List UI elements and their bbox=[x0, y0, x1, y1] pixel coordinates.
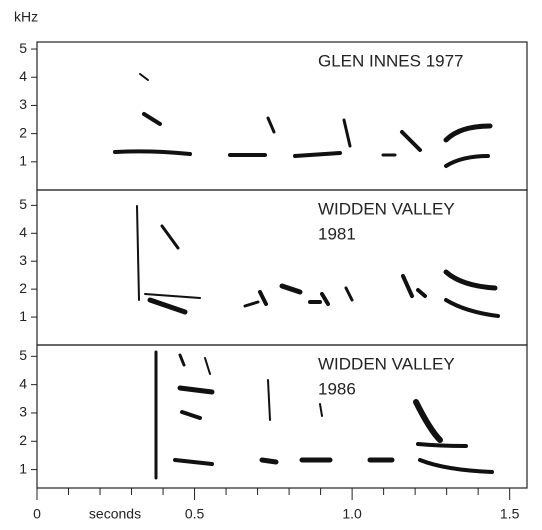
y-tick-label: 4 bbox=[19, 375, 27, 391]
y-tick-label: 4 bbox=[19, 224, 27, 240]
y-tick-label: 2 bbox=[19, 280, 27, 296]
y-tick-label: 2 bbox=[19, 432, 27, 448]
y-tick-label: 3 bbox=[19, 252, 27, 268]
y-tick-label: 1 bbox=[19, 153, 27, 169]
y-tick-label: 5 bbox=[19, 347, 27, 363]
y-tick-label: 5 bbox=[19, 40, 27, 56]
y-tick-label: 3 bbox=[19, 96, 27, 112]
x-tick-label: 1.0 bbox=[342, 506, 362, 522]
y-tick-label: 2 bbox=[19, 124, 27, 140]
x-tick-label: 0.5 bbox=[185, 506, 205, 522]
y-axis-label: kHz bbox=[14, 9, 38, 25]
x-axis-label: seconds bbox=[89, 506, 141, 522]
spectrogram-traces bbox=[113, 73, 500, 480]
y-tick-label: 1 bbox=[19, 308, 27, 324]
panel-title: 1986 bbox=[318, 379, 356, 398]
panel-frame bbox=[36, 344, 528, 489]
y-tick-label: 3 bbox=[19, 404, 27, 420]
x-tick-label: 1.5 bbox=[500, 506, 520, 522]
panel-title: GLEN INNES 1977 bbox=[318, 51, 464, 70]
y-tick-label: 1 bbox=[19, 460, 27, 476]
panel-title: 1981 bbox=[318, 224, 356, 243]
x-tick-label: 0 bbox=[33, 506, 41, 522]
y-tick-label: 4 bbox=[19, 68, 27, 84]
y-tick-label: 5 bbox=[19, 196, 27, 212]
panel-title: WIDDEN VALLEY bbox=[318, 199, 455, 218]
panel-title: WIDDEN VALLEY bbox=[318, 354, 455, 373]
